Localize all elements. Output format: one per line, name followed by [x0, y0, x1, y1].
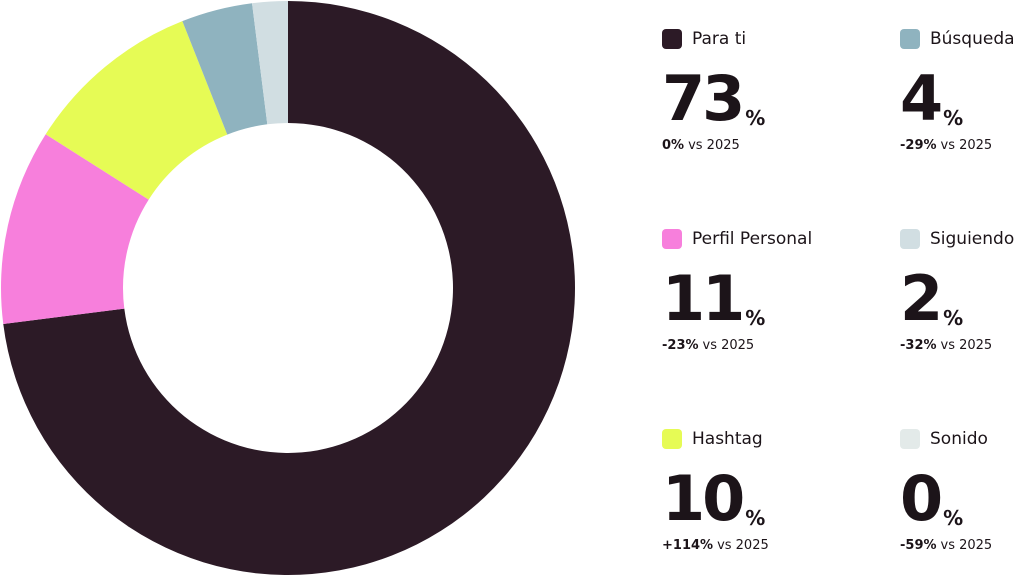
legend-swatch [662, 229, 682, 249]
donut-segment [45, 21, 228, 200]
donut-segment [0, 134, 149, 324]
comparison-label: vs 2025 [940, 338, 993, 353]
change-row: -29% vs 2025 [900, 138, 1024, 153]
legend-label: Perfil Personal [692, 229, 813, 249]
value-label: 10 [662, 462, 745, 535]
value-label: 4 [900, 62, 943, 135]
legend-head: Sonido [900, 428, 1024, 450]
donut-segment [252, 0, 288, 125]
comparison-label: vs 2025 [940, 538, 993, 553]
value-row: 0% [900, 462, 1024, 535]
legend-head: Perfil Personal [662, 228, 812, 250]
value-unit: % [745, 306, 766, 330]
donut-segment [3, 1, 576, 575]
legend-card: Sonido 0% -59% vs 2025 [900, 428, 1024, 553]
legend-swatch [900, 29, 920, 49]
legend-label: Sonido [930, 429, 988, 449]
value-label: 2 [900, 262, 943, 335]
value-row: 73% [662, 62, 786, 135]
change-row: -59% vs 2025 [900, 538, 1024, 553]
legend-card: Siguiendo 2% -32% vs 2025 [900, 228, 1024, 353]
legend-head: Hashtag [662, 428, 786, 450]
change-value: -23% [662, 338, 699, 353]
legend-head: Búsqueda [900, 28, 1024, 50]
legend-card: Perfil Personal 11% -23% vs 2025 [662, 228, 812, 353]
change-row: -23% vs 2025 [662, 338, 786, 353]
legend-card: Hashtag 10% +114% vs 2025 [662, 428, 786, 553]
value-row: 4% [900, 62, 1024, 135]
legend-head: Siguiendo [900, 228, 1024, 250]
comparison-label: vs 2025 [688, 138, 740, 153]
legend-swatch [662, 429, 682, 449]
comparison-label: vs 2025 [940, 138, 993, 153]
legend-card: Búsqueda 4% -29% vs 2025 [900, 28, 1024, 153]
change-row: -32% vs 2025 [900, 338, 1024, 353]
legend-head: Para ti [662, 28, 786, 50]
legend-swatch [900, 429, 920, 449]
legend-label: Hashtag [692, 429, 763, 449]
change-value: -59% [900, 538, 937, 553]
value-row: 2% [900, 262, 1024, 335]
change-value: -29% [900, 138, 937, 153]
value-row: 10% [662, 462, 786, 535]
change-value: +114% [662, 538, 714, 553]
value-unit: % [943, 506, 964, 530]
legend-swatch [662, 29, 682, 49]
change-value: 0% [662, 138, 685, 153]
value-unit: % [943, 306, 964, 330]
legend-label: Siguiendo [930, 229, 1015, 249]
donut-segment [182, 3, 268, 135]
value-label: 11 [662, 262, 745, 335]
value-unit: % [745, 106, 766, 130]
change-row: 0% vs 2025 [662, 138, 786, 153]
change-value: -32% [900, 338, 937, 353]
comparison-label: vs 2025 [702, 338, 755, 353]
value-unit: % [745, 506, 766, 530]
change-row: +114% vs 2025 [662, 538, 786, 553]
value-label: 73 [662, 62, 745, 135]
legend-label: Búsqueda [930, 29, 1015, 49]
value-row: 11% [662, 262, 786, 335]
value-unit: % [943, 106, 964, 130]
legend-swatch [900, 229, 920, 249]
comparison-label: vs 2025 [717, 538, 769, 553]
donut-chart [0, 0, 576, 575]
legend-card: Para ti 73% 0% vs 2025 [662, 28, 786, 153]
legend-label: Para ti [692, 29, 747, 49]
value-label: 0 [900, 462, 943, 535]
